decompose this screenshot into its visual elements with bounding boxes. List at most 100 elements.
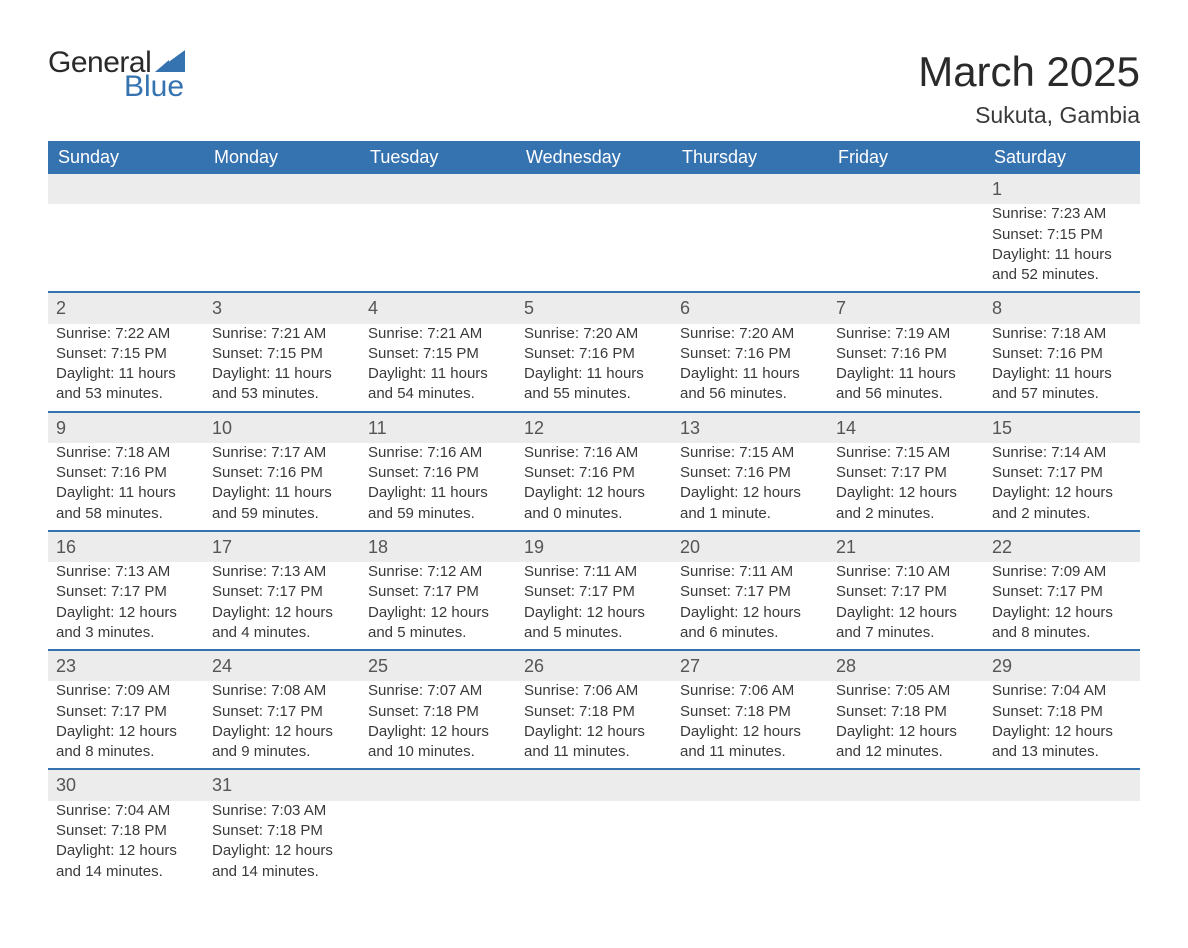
- day-data-row: Sunrise: 7:18 AMSunset: 7:16 PMDaylight:…: [48, 443, 1140, 531]
- sunset-text: Sunset: 7:18 PM: [992, 702, 1132, 722]
- sunset-text: Sunset: 7:16 PM: [524, 344, 664, 364]
- day-data-row: Sunrise: 7:23 AMSunset: 7:15 PMDaylight:…: [48, 204, 1140, 292]
- sunrise-text: Sunrise: 7:15 AM: [836, 443, 976, 463]
- day-number-cell: 30: [48, 769, 204, 800]
- day-number: 4: [368, 298, 378, 318]
- sunrise-text: Sunrise: 7:21 AM: [212, 324, 352, 344]
- sunset-text: Sunset: 7:17 PM: [56, 702, 196, 722]
- daylight-text: Daylight: 12 hours: [992, 722, 1132, 742]
- brand-sail-icon: [155, 50, 185, 72]
- day-data-cell: Sunrise: 7:08 AMSunset: 7:17 PMDaylight:…: [204, 681, 360, 769]
- daylight-text: and 11 minutes.: [680, 742, 820, 762]
- day-data-cell: [516, 801, 672, 888]
- day-number: 18: [368, 537, 388, 557]
- day-data-cell: Sunrise: 7:09 AMSunset: 7:17 PMDaylight:…: [984, 562, 1140, 650]
- sunset-text: Sunset: 7:17 PM: [992, 463, 1132, 483]
- daylight-text: Daylight: 12 hours: [212, 841, 352, 861]
- day-number-cell: 15: [984, 412, 1140, 443]
- day-data-cell: Sunrise: 7:11 AMSunset: 7:17 PMDaylight:…: [516, 562, 672, 650]
- sunrise-text: Sunrise: 7:12 AM: [368, 562, 508, 582]
- daylight-text: and 1 minute.: [680, 504, 820, 524]
- day-number: 30: [56, 775, 76, 795]
- day-data-cell: Sunrise: 7:07 AMSunset: 7:18 PMDaylight:…: [360, 681, 516, 769]
- sunset-text: Sunset: 7:17 PM: [992, 582, 1132, 602]
- weekday-header: Sunday: [48, 141, 204, 174]
- day-number: 22: [992, 537, 1012, 557]
- daylight-text: Daylight: 12 hours: [680, 722, 820, 742]
- daylight-text: and 12 minutes.: [836, 742, 976, 762]
- day-number-cell: 16: [48, 531, 204, 562]
- day-data-cell: Sunrise: 7:22 AMSunset: 7:15 PMDaylight:…: [48, 324, 204, 412]
- page-title: March 2025: [918, 48, 1140, 96]
- daylight-text: and 2 minutes.: [992, 504, 1132, 524]
- daylight-text: Daylight: 11 hours: [992, 364, 1132, 384]
- daylight-text: and 7 minutes.: [836, 623, 976, 643]
- weekday-header: Tuesday: [360, 141, 516, 174]
- day-data-cell: Sunrise: 7:03 AMSunset: 7:18 PMDaylight:…: [204, 801, 360, 888]
- day-number-cell: 4: [360, 292, 516, 323]
- sunset-text: Sunset: 7:16 PM: [524, 463, 664, 483]
- day-data-cell: [828, 801, 984, 888]
- daylight-text: Daylight: 12 hours: [212, 722, 352, 742]
- sunrise-text: Sunrise: 7:13 AM: [56, 562, 196, 582]
- sunrise-text: Sunrise: 7:18 AM: [992, 324, 1132, 344]
- sunrise-text: Sunrise: 7:05 AM: [836, 681, 976, 701]
- day-number-cell: 11: [360, 412, 516, 443]
- sunrise-text: Sunrise: 7:20 AM: [524, 324, 664, 344]
- daylight-text: and 9 minutes.: [212, 742, 352, 762]
- day-data-row: Sunrise: 7:22 AMSunset: 7:15 PMDaylight:…: [48, 324, 1140, 412]
- daylight-text: and 6 minutes.: [680, 623, 820, 643]
- daylight-text: Daylight: 12 hours: [680, 483, 820, 503]
- day-number-cell: 14: [828, 412, 984, 443]
- day-number-cell: [48, 174, 204, 204]
- sunrise-text: Sunrise: 7:15 AM: [680, 443, 820, 463]
- day-number-cell: [828, 769, 984, 800]
- day-number: 21: [836, 537, 856, 557]
- sunrise-text: Sunrise: 7:09 AM: [992, 562, 1132, 582]
- day-data-cell: Sunrise: 7:06 AMSunset: 7:18 PMDaylight:…: [516, 681, 672, 769]
- daylight-text: and 53 minutes.: [212, 384, 352, 404]
- daylight-text: Daylight: 12 hours: [680, 603, 820, 623]
- day-number-cell: 13: [672, 412, 828, 443]
- day-number: 16: [56, 537, 76, 557]
- day-data-cell: Sunrise: 7:20 AMSunset: 7:16 PMDaylight:…: [516, 324, 672, 412]
- daylight-text: Daylight: 12 hours: [368, 722, 508, 742]
- day-number-cell: 9: [48, 412, 204, 443]
- sunset-text: Sunset: 7:18 PM: [56, 821, 196, 841]
- day-data-cell: Sunrise: 7:21 AMSunset: 7:15 PMDaylight:…: [204, 324, 360, 412]
- sunset-text: Sunset: 7:15 PM: [368, 344, 508, 364]
- sunrise-text: Sunrise: 7:13 AM: [212, 562, 352, 582]
- sunset-text: Sunset: 7:16 PM: [680, 463, 820, 483]
- sunset-text: Sunset: 7:16 PM: [992, 344, 1132, 364]
- daylight-text: and 5 minutes.: [368, 623, 508, 643]
- day-number: 19: [524, 537, 544, 557]
- sunrise-text: Sunrise: 7:04 AM: [992, 681, 1132, 701]
- day-number-cell: [672, 769, 828, 800]
- sunrise-text: Sunrise: 7:08 AM: [212, 681, 352, 701]
- day-number-cell: 8: [984, 292, 1140, 323]
- day-data-cell: [360, 801, 516, 888]
- day-number-cell: 28: [828, 650, 984, 681]
- sunrise-text: Sunrise: 7:16 AM: [524, 443, 664, 463]
- sunrise-text: Sunrise: 7:09 AM: [56, 681, 196, 701]
- day-data-cell: Sunrise: 7:04 AMSunset: 7:18 PMDaylight:…: [984, 681, 1140, 769]
- day-number: 28: [836, 656, 856, 676]
- sunset-text: Sunset: 7:18 PM: [368, 702, 508, 722]
- daylight-text: Daylight: 12 hours: [524, 603, 664, 623]
- day-number-cell: [516, 174, 672, 204]
- day-number-cell: 19: [516, 531, 672, 562]
- weekday-header: Monday: [204, 141, 360, 174]
- day-number: 27: [680, 656, 700, 676]
- daylight-text: and 14 minutes.: [212, 862, 352, 882]
- day-number: 17: [212, 537, 232, 557]
- sunset-text: Sunset: 7:16 PM: [56, 463, 196, 483]
- sunrise-text: Sunrise: 7:18 AM: [56, 443, 196, 463]
- day-data-cell: Sunrise: 7:18 AMSunset: 7:16 PMDaylight:…: [984, 324, 1140, 412]
- day-data-cell: [672, 801, 828, 888]
- daylight-text: and 10 minutes.: [368, 742, 508, 762]
- day-data-cell: [48, 204, 204, 292]
- sunset-text: Sunset: 7:15 PM: [992, 225, 1132, 245]
- daylight-text: and 0 minutes.: [524, 504, 664, 524]
- sunrise-text: Sunrise: 7:21 AM: [368, 324, 508, 344]
- daylight-text: and 2 minutes.: [836, 504, 976, 524]
